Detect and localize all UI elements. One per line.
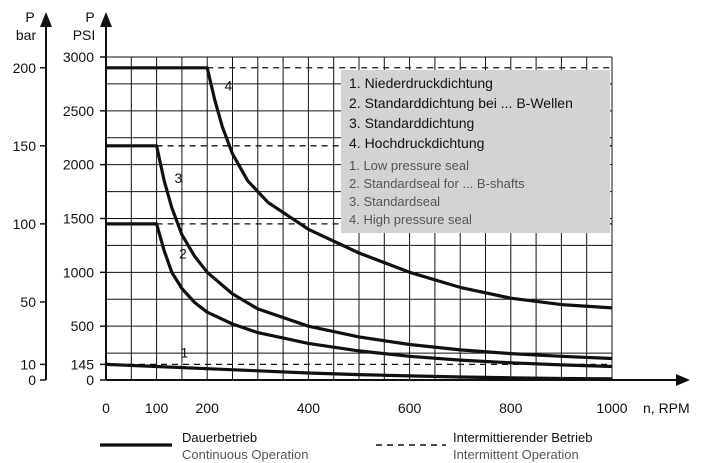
y-axis-psi-title-line2: PSI xyxy=(73,27,96,43)
y-tick-label-bar: 0 xyxy=(28,372,36,388)
continuous-curve-2 xyxy=(106,222,613,369)
y-tick-label-bar: 100 xyxy=(13,216,37,232)
x-axis-arrow xyxy=(676,374,690,386)
key-intermittent-de: Intermittierender Betrieb xyxy=(453,430,592,445)
x-tick-label: 1000 xyxy=(596,400,627,416)
y-axis-psi-title-line1: P xyxy=(85,9,94,25)
y-axis-bar-title-line2: bar xyxy=(16,27,37,43)
y-tick-label-psi: 1000 xyxy=(63,264,94,280)
continuous-curve-1 xyxy=(105,362,613,381)
continuous-curve-3 xyxy=(106,144,613,361)
curve-label-4: 4 xyxy=(225,77,233,93)
y-axis-psi-arrow xyxy=(100,12,112,27)
y-tick-label-psi: 145 xyxy=(71,356,95,372)
legend-entry-de: 2. Standarddichtung bei ... B-Wellen xyxy=(349,95,573,111)
legend-background xyxy=(341,70,610,233)
y-tick-label-psi: 0 xyxy=(86,372,94,388)
y-tick-label-bar: 50 xyxy=(20,294,36,310)
curve-label-1: 1 xyxy=(181,344,189,360)
y-tick-label-psi: 500 xyxy=(71,318,95,334)
key-continuous-de: Dauerbetrieb xyxy=(182,430,257,445)
continuous-curve-4 xyxy=(106,66,613,310)
x-tick-label: 600 xyxy=(398,400,422,416)
y-tick-label-bar: 10 xyxy=(20,356,36,372)
curve-label-2: 2 xyxy=(179,245,187,261)
x-axis-title: n, RPM xyxy=(643,400,690,416)
x-tick-label: 800 xyxy=(499,400,523,416)
legend-entry-en: 3. Standardseal xyxy=(349,194,440,209)
legend-entry-de: 4. Hochdruckdichtung xyxy=(349,135,484,151)
x-tick-label: 0 xyxy=(102,400,110,416)
y-tick-label-psi: 2500 xyxy=(63,103,94,119)
legend-entry-en: 4. High pressure seal xyxy=(349,212,472,227)
key-continuous-en: Continuous Operation xyxy=(182,447,308,462)
y-axis-bar-arrow xyxy=(40,12,52,27)
legend-entry-en: 2. Standardseal for ... B-shafts xyxy=(349,176,525,191)
legend-entry-de: 3. Standarddichtung xyxy=(349,115,474,131)
y-tick-label-psi: 1500 xyxy=(63,211,94,227)
legend-entry-en: 1. Low pressure seal xyxy=(349,158,469,173)
x-tick-label: 400 xyxy=(297,400,321,416)
y-tick-label-bar: 150 xyxy=(13,138,37,154)
y-tick-label-psi: 2000 xyxy=(63,157,94,173)
legend-entry-de: 1. Niederdruckdichtung xyxy=(349,75,493,91)
y-axis-bar-title-line1: P xyxy=(25,9,34,25)
y-tick-label-bar: 200 xyxy=(13,60,37,76)
line-key: Dauerbetrieb Continuous Operation Intermit… xyxy=(100,430,592,462)
legend-box: 1. Niederdruckdichtung 2. Standarddichtun… xyxy=(341,70,610,233)
key-intermittent-en: Intermittent Operation xyxy=(453,447,579,462)
curve-label-3: 3 xyxy=(174,170,182,186)
x-tick-label: 200 xyxy=(196,400,220,416)
x-tick-label: 100 xyxy=(145,400,169,416)
y-tick-label-psi: 3000 xyxy=(63,49,94,65)
